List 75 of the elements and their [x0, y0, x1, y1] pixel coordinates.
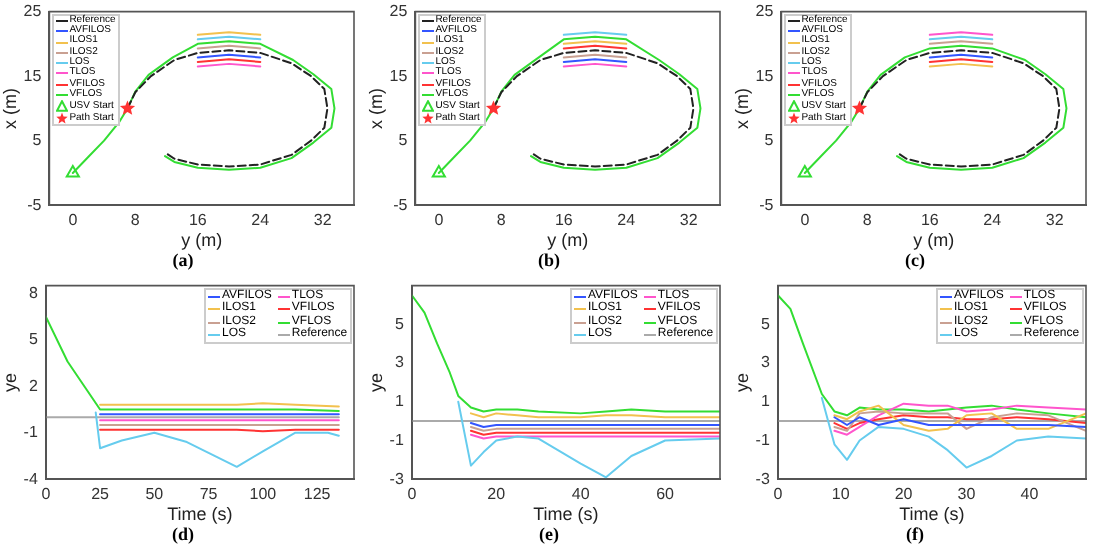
y-tick-label: 5	[32, 131, 43, 150]
x-tick-label: 10	[831, 485, 851, 504]
x-tick-label: 8	[496, 211, 507, 230]
y-tick-label: -1	[23, 423, 39, 442]
x-tick-label: 32	[679, 211, 699, 230]
y-tick-label: 8	[28, 283, 39, 302]
y-tick-label: 15	[389, 66, 409, 85]
y-tick-label: 1	[760, 392, 771, 411]
y-tick-label: -1	[389, 430, 405, 449]
x-tick-label: 24	[983, 211, 1003, 230]
x-tick-label: 75	[199, 485, 219, 504]
y-axis-title: ye	[0, 372, 20, 392]
x-tick-label: 32	[1045, 211, 1065, 230]
x-axis-title: y (m)	[181, 230, 223, 251]
x-tick-label: 8	[862, 211, 873, 230]
y-tick-label: 3	[394, 353, 405, 372]
x-tick-label: 16	[188, 211, 208, 230]
x-tick-label: 0	[773, 485, 784, 504]
text: (c)	[903, 250, 927, 270]
y-tick-label: -5	[27, 195, 43, 214]
y-tick-label: 5	[398, 131, 409, 150]
x-tick-label: 8	[130, 211, 141, 230]
y-tick-label: -1	[755, 430, 771, 449]
y-axis-title: x (m)	[731, 87, 752, 129]
text: (a)	[170, 250, 196, 270]
x-tick-label: 24	[617, 211, 637, 230]
y-tick-label: -5	[759, 195, 775, 214]
x-tick-label: 40	[1020, 485, 1040, 504]
x-tick-label: 16	[920, 211, 940, 230]
y-axis-title: x (m)	[365, 87, 386, 129]
x-tick-label: 40	[571, 485, 591, 504]
x-axis-title: y (m)	[547, 230, 589, 251]
y-tick-label: 5	[28, 330, 39, 349]
y-tick-label: 2	[28, 376, 39, 395]
y-tick-label: -5	[393, 195, 409, 214]
y-tick-label: 5	[760, 314, 771, 333]
y-tick-label: 25	[23, 2, 43, 21]
x-tick-label: 24	[251, 211, 271, 230]
text: (f)	[904, 524, 926, 544]
text: (e)	[537, 524, 561, 544]
x-tick-label: 50	[145, 485, 165, 504]
text: (d)	[170, 524, 196, 544]
x-tick-label: 20	[487, 485, 507, 504]
y-tick-label: 25	[755, 2, 775, 21]
x-axis-title: Time (s)	[167, 504, 233, 525]
text: (b)	[536, 250, 562, 270]
y-tick-label: -4	[23, 469, 39, 488]
y-axis-title: ye	[365, 372, 386, 392]
x-tick-label: 0	[68, 211, 79, 230]
x-tick-label: 0	[800, 211, 811, 230]
x-tick-label: 32	[313, 211, 333, 230]
y-tick-label: 5	[394, 314, 405, 333]
x-tick-label: 0	[407, 485, 418, 504]
x-tick-label: 60	[656, 485, 676, 504]
y-axis-title: ye	[731, 372, 752, 392]
y-tick-label: 5	[764, 131, 775, 150]
y-tick-label: 3	[760, 353, 771, 372]
x-axis-title: Time (s)	[899, 504, 965, 525]
y-tick-label: 1	[394, 392, 405, 411]
y-tick-label: 25	[389, 2, 409, 21]
x-axis-title: y (m)	[913, 230, 955, 251]
x-tick-label: 25	[91, 485, 111, 504]
y-tick-label: 15	[755, 66, 775, 85]
x-tick-label: 0	[434, 211, 445, 230]
x-tick-label: 125	[303, 485, 332, 504]
x-tick-label: 16	[554, 211, 574, 230]
x-axis-title: Time (s)	[533, 504, 599, 525]
y-tick-label: 15	[23, 66, 43, 85]
x-tick-label: 30	[957, 485, 977, 504]
y-axis-title: x (m)	[0, 87, 20, 129]
x-tick-label: 100	[249, 485, 278, 504]
y-tick-label: -3	[389, 469, 405, 488]
x-tick-label: 0	[41, 485, 52, 504]
x-tick-label: 20	[894, 485, 914, 504]
y-tick-label: -3	[755, 469, 771, 488]
